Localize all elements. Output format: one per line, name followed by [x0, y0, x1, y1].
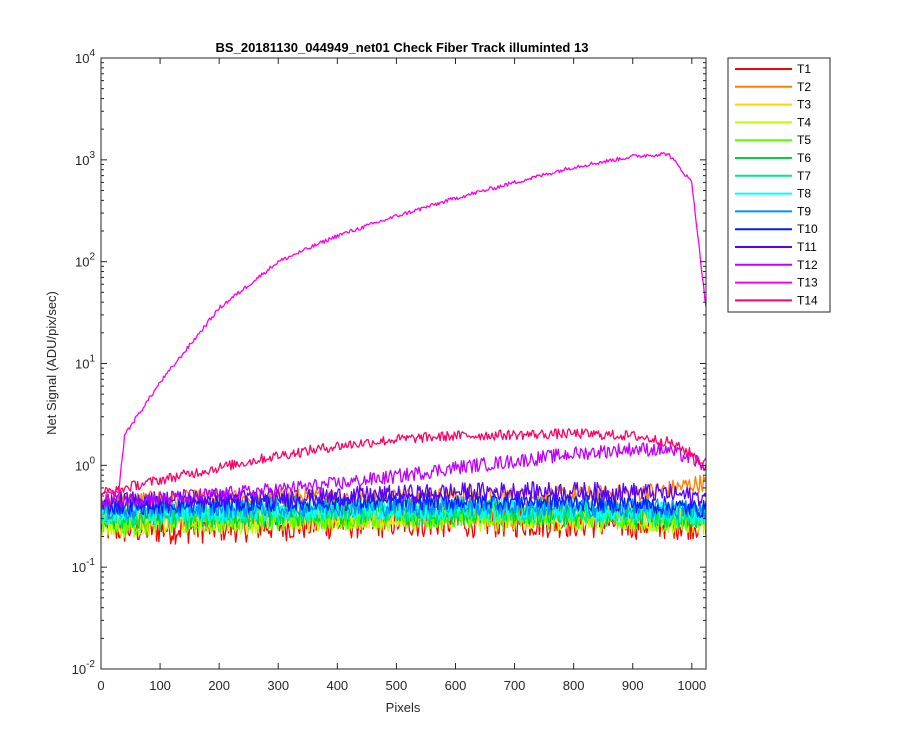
x-tick-label: 500 — [386, 678, 408, 693]
y-tick-exponent: 0 — [89, 455, 95, 466]
y-tick-label: 10-2 — [72, 659, 96, 677]
x-tick-label: 300 — [267, 678, 289, 693]
x-tick-label: 800 — [563, 678, 585, 693]
tick-labels-layer: 0 100 200 300 400 500 600 700 800 900 100010-210-1… — [72, 48, 707, 693]
legend-label: T10 — [797, 222, 818, 236]
y-axis-label: Net Signal (ADU/pix/sec) — [44, 291, 59, 435]
y-tick-exponent: -1 — [86, 557, 95, 568]
series-layer — [100, 152, 707, 545]
series-line-t11 — [100, 481, 707, 511]
legend-label: T12 — [797, 258, 818, 272]
y-tick-exponent: 2 — [89, 252, 95, 263]
x-axis-label: Pixels — [386, 700, 421, 715]
y-tick-label: 10-1 — [72, 557, 96, 575]
legend-label: T14 — [797, 293, 818, 307]
y-tick-label: 102 — [75, 252, 95, 270]
y-tick-base: 10 — [72, 560, 86, 575]
axes-background — [101, 58, 706, 669]
x-tick-label: 600 — [445, 678, 467, 693]
legend-label: T5 — [797, 133, 811, 147]
legend-label: T3 — [797, 98, 811, 112]
y-tick-base: 10 — [75, 51, 89, 66]
y-tick-exponent: 1 — [89, 354, 95, 365]
legend-label: T13 — [797, 276, 818, 290]
y-tick-base: 10 — [75, 458, 89, 473]
x-tick-label: 200 — [208, 678, 230, 693]
y-tick-exponent: 4 — [89, 48, 95, 59]
legend-label: T2 — [797, 80, 811, 94]
series-line-t13 — [100, 152, 707, 496]
legend-box — [727, 57, 831, 313]
x-tick-label: 900 — [622, 678, 644, 693]
chart-title: BS_20181130_044949_net01 Check Fiber Tra… — [216, 40, 589, 55]
y-tick-base: 10 — [75, 153, 89, 168]
legend-label: T4 — [797, 115, 811, 129]
y-tick-label: 103 — [75, 150, 95, 168]
x-tick-label: 400 — [326, 678, 348, 693]
legend-items: T1 T2 T3 T4 T5 T6 T7 T8 T9 T10 T11 T12 T13 T14 — [735, 62, 818, 307]
legend-label: T8 — [797, 187, 811, 201]
x-tick-label: 100 — [149, 678, 171, 693]
legend-label: T6 — [797, 151, 811, 165]
y-tick-base: 10 — [75, 357, 89, 372]
legend-label: T1 — [797, 62, 811, 76]
legend: T1 T2 T3 T4 T5 T6 T7 T8 T9 T10 T11 T12 T13 T14 — [727, 57, 831, 313]
series-line-t14 — [100, 428, 707, 497]
y-tick-base: 10 — [72, 662, 86, 677]
y-tick-exponent: 3 — [89, 150, 95, 161]
x-tick-label: 0 — [97, 678, 104, 693]
y-tick-label: 101 — [75, 354, 95, 372]
series-line-t12 — [100, 442, 707, 509]
legend-label: T7 — [797, 169, 811, 183]
ticks-layer — [100, 57, 706, 670]
plot-area — [100, 57, 707, 670]
y-tick-exponent: -2 — [86, 659, 95, 670]
x-tick-label: 700 — [504, 678, 526, 693]
x-tick-label: 1000 — [677, 678, 706, 693]
y-tick-base: 10 — [75, 255, 89, 270]
legend-label: T9 — [797, 204, 811, 218]
y-tick-label: 100 — [75, 455, 95, 473]
legend-label: T11 — [797, 240, 817, 254]
y-tick-label: 104 — [75, 48, 95, 66]
